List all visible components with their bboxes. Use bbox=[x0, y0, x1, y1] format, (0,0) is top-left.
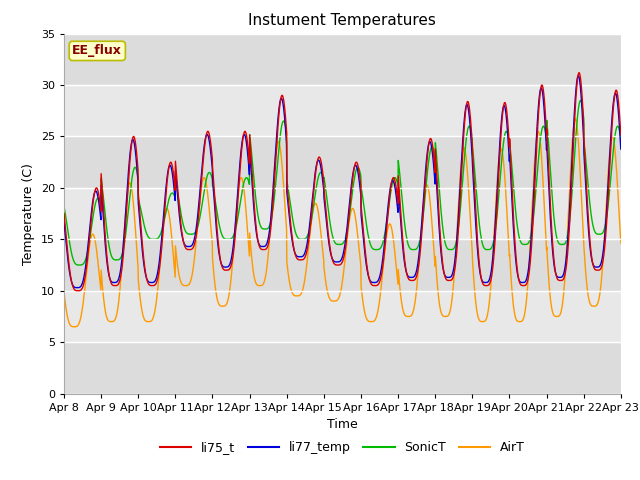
Bar bbox=[64, 136, 621, 188]
Title: Instument Temperatures: Instument Temperatures bbox=[248, 13, 436, 28]
Text: EE_flux: EE_flux bbox=[72, 44, 122, 58]
Y-axis label: Temperature (C): Temperature (C) bbox=[22, 163, 35, 264]
Bar bbox=[64, 291, 621, 342]
Bar bbox=[64, 342, 621, 394]
Bar bbox=[64, 85, 621, 136]
Legend: li75_t, li77_temp, SonicT, AirT: li75_t, li77_temp, SonicT, AirT bbox=[155, 436, 530, 459]
Bar bbox=[64, 34, 621, 85]
Bar bbox=[64, 188, 621, 240]
X-axis label: Time: Time bbox=[327, 418, 358, 431]
Bar bbox=[64, 240, 621, 291]
